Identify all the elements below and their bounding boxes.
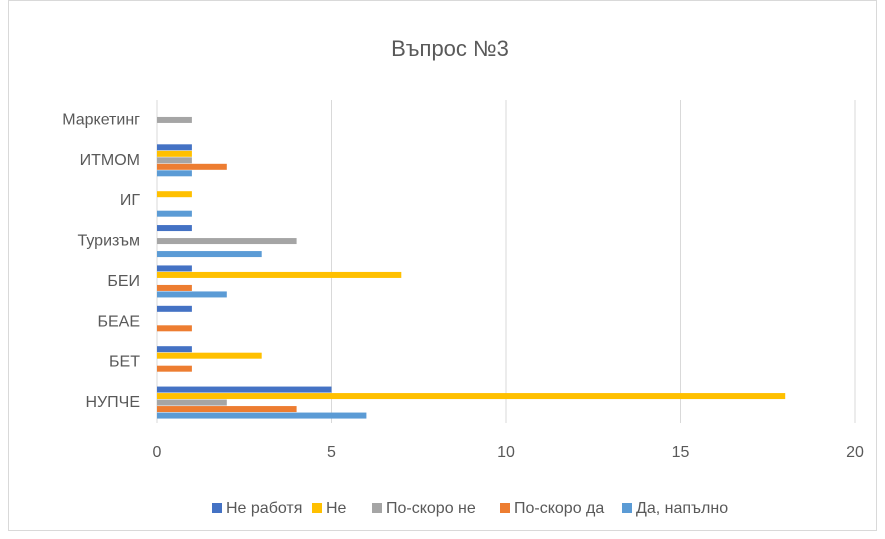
legend-label: Не работя <box>226 500 302 517</box>
x-tick-label: 20 <box>846 444 864 461</box>
bar <box>157 386 332 393</box>
bar <box>157 412 367 419</box>
bar <box>157 305 192 312</box>
legend-label: По-скоро да <box>514 500 604 517</box>
bar <box>157 144 192 151</box>
bar <box>157 271 402 278</box>
y-tick-label: Туризъм <box>77 233 140 250</box>
bar <box>157 150 192 157</box>
bar <box>157 346 192 353</box>
bar <box>157 238 297 245</box>
legend-label: Не <box>326 500 347 517</box>
bar <box>157 406 297 413</box>
bar <box>157 365 192 372</box>
legend-label: Да, напълно <box>636 500 728 517</box>
bar <box>157 352 262 359</box>
legend-swatch <box>372 503 382 513</box>
bar <box>157 284 192 291</box>
legend-swatch <box>500 503 510 513</box>
bar <box>157 225 192 232</box>
legend-swatch <box>312 503 322 513</box>
bar <box>157 399 227 406</box>
legend-label: По-скоро не <box>386 500 476 517</box>
y-tick-label: БЕТ <box>109 354 140 371</box>
bar <box>157 251 262 258</box>
legend-swatch <box>212 503 222 513</box>
bar <box>157 116 192 123</box>
bar <box>157 393 786 400</box>
bar <box>157 210 192 217</box>
x-tick-label: 5 <box>327 444 336 461</box>
bar <box>157 291 227 298</box>
y-tick-label: Маркетинг <box>62 111 140 128</box>
x-tick-label: 15 <box>672 444 690 461</box>
y-tick-label: БЕАЕ <box>97 313 140 330</box>
y-tick-label: НУПЧЕ <box>85 394 140 411</box>
legend-swatch <box>622 503 632 513</box>
y-tick-label: ИТМОМ <box>80 152 140 169</box>
bar <box>157 325 192 332</box>
chart-title: Въпрос №3 <box>391 36 509 61</box>
bar <box>157 265 192 272</box>
bar <box>157 191 192 198</box>
x-tick-label: 10 <box>497 444 515 461</box>
bar <box>157 157 192 164</box>
y-tick-label: БЕИ <box>107 273 140 290</box>
bar <box>157 170 192 177</box>
y-tick-label: ИГ <box>120 192 141 209</box>
bar <box>157 163 227 170</box>
chart-border <box>8 0 877 531</box>
x-tick-label: 0 <box>153 444 162 461</box>
